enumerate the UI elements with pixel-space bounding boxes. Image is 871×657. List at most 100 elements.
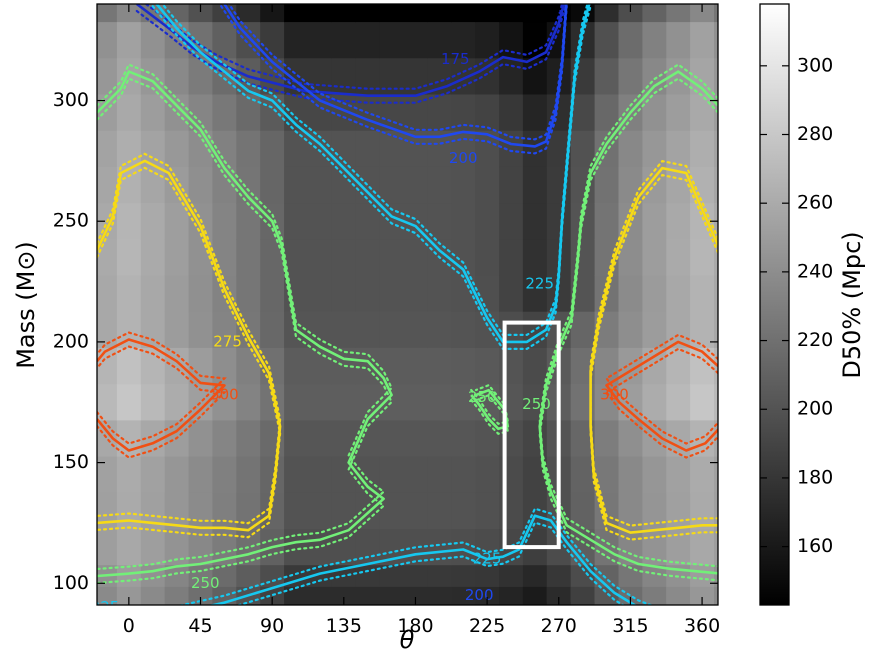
x-tick-label: 270	[541, 615, 577, 637]
heatmap-cell	[308, 203, 333, 240]
x-tick-label: 45	[188, 615, 212, 637]
heatmap-cell	[642, 311, 667, 349]
colorbar-tick-label: 180	[797, 466, 833, 488]
heatmap-cell	[666, 384, 691, 421]
contour-label: 250	[191, 574, 220, 592]
heatmap-cell	[331, 492, 357, 530]
heatmap-cell	[403, 4, 428, 23]
heatmap-cell	[594, 166, 620, 204]
heatmap-cell	[642, 384, 667, 421]
heatmap-cell	[475, 4, 500, 23]
heatmap-cell	[499, 94, 524, 132]
heatmap-cell	[403, 347, 428, 385]
contour-line	[97, 70, 393, 578]
heatmap-cell	[284, 239, 309, 277]
heatmap-cell	[570, 130, 596, 168]
heatmap-cell	[140, 311, 166, 349]
heatmap-cell	[451, 166, 476, 204]
heatmap-cell	[714, 384, 718, 421]
heatmap-cell	[714, 58, 718, 96]
heatmap-cell	[594, 420, 620, 458]
heatmap-cell	[475, 347, 500, 385]
heatmap-cell	[140, 203, 166, 240]
heatmap-cell	[451, 492, 476, 530]
heatmap-cell	[236, 130, 261, 168]
heatmap-cell	[188, 492, 214, 530]
heatmap-cell	[427, 384, 452, 421]
heatmap-cell	[260, 4, 285, 23]
heatmap-cell	[403, 456, 428, 494]
heatmap-cell	[594, 22, 620, 59]
heatmap-cell	[642, 58, 667, 96]
heatmap-cell	[522, 347, 548, 385]
heatmap-cell	[212, 384, 237, 421]
heatmap-cell	[379, 239, 405, 277]
heatmap-cell	[116, 347, 142, 385]
heatmap-cell	[97, 311, 118, 349]
heatmap-cell	[666, 420, 691, 458]
heatmap-cell	[642, 456, 667, 494]
heatmap-cell	[522, 94, 548, 132]
heatmap-cell	[140, 456, 166, 494]
heatmap-cell	[236, 456, 261, 494]
heatmap-cell	[451, 130, 476, 168]
contour-line	[97, 159, 282, 532]
contour-line	[605, 340, 718, 452]
heatmap-cell	[666, 4, 691, 23]
heatmap-cell	[164, 384, 190, 421]
heatmap-cell	[690, 239, 715, 277]
contour-line	[97, 338, 226, 452]
heatmap-cell	[570, 311, 596, 349]
heatmap-cell	[403, 275, 428, 313]
y-axis-title: Mass (M⊙)	[12, 241, 40, 369]
heatmap-cell	[331, 4, 357, 23]
heatmap-cell	[522, 203, 548, 240]
heatmap-cell	[284, 166, 309, 204]
heatmap-cell	[379, 22, 405, 59]
heatmap-cell	[284, 586, 309, 605]
contour-line	[207, 514, 637, 605]
contour-label: 250	[468, 388, 497, 406]
heatmap-cell	[570, 456, 596, 494]
heatmap-cell	[308, 311, 333, 349]
heatmap-cell	[475, 203, 500, 240]
heatmap-cell	[714, 456, 718, 494]
heatmap-cell	[499, 166, 524, 204]
heatmap-cell	[212, 94, 237, 132]
heatmap-cell	[475, 94, 500, 132]
heatmap-cell	[714, 130, 718, 168]
heatmap-cell	[451, 58, 476, 96]
heatmap-cell	[116, 203, 142, 240]
heatmap-cell	[666, 456, 691, 494]
heatmap-cell	[475, 130, 500, 168]
contour-line-dotted	[97, 331, 227, 445]
y-tick-label: 100	[53, 572, 89, 594]
heatmap-cell	[116, 492, 142, 530]
heatmap-cell	[594, 94, 620, 132]
heatmap-cell	[427, 456, 452, 494]
heatmap-cell	[427, 275, 452, 313]
heatmap-cell	[618, 58, 643, 96]
heatmap-cell	[140, 22, 166, 59]
heatmap-cell	[427, 166, 452, 204]
contour-line-dotted	[97, 77, 393, 585]
heatmap-cell	[546, 203, 572, 240]
heatmap-cell	[642, 275, 667, 313]
heatmap-cell	[690, 311, 715, 349]
heatmap-cell	[403, 166, 428, 204]
x-tick-label: 0	[123, 615, 135, 637]
heatmap-cell	[260, 586, 285, 605]
heatmap-cell	[236, 4, 261, 23]
heatmap-cell	[546, 586, 572, 605]
heatmap-cell	[618, 456, 643, 494]
heatmap-cell	[355, 586, 381, 605]
contour-label: 225	[525, 275, 554, 293]
heatmap-cell	[331, 311, 357, 349]
x-axis-ticks: 0 45 90 135 180 225 270 315 360	[123, 4, 720, 637]
heatmap-cell	[97, 4, 118, 23]
contour-line-dotted	[604, 347, 718, 459]
heatmap-cell	[97, 130, 118, 168]
contour-label: 300	[600, 386, 629, 404]
heatmap-cell	[97, 492, 118, 530]
contour-line-dotted	[227, 4, 567, 141]
